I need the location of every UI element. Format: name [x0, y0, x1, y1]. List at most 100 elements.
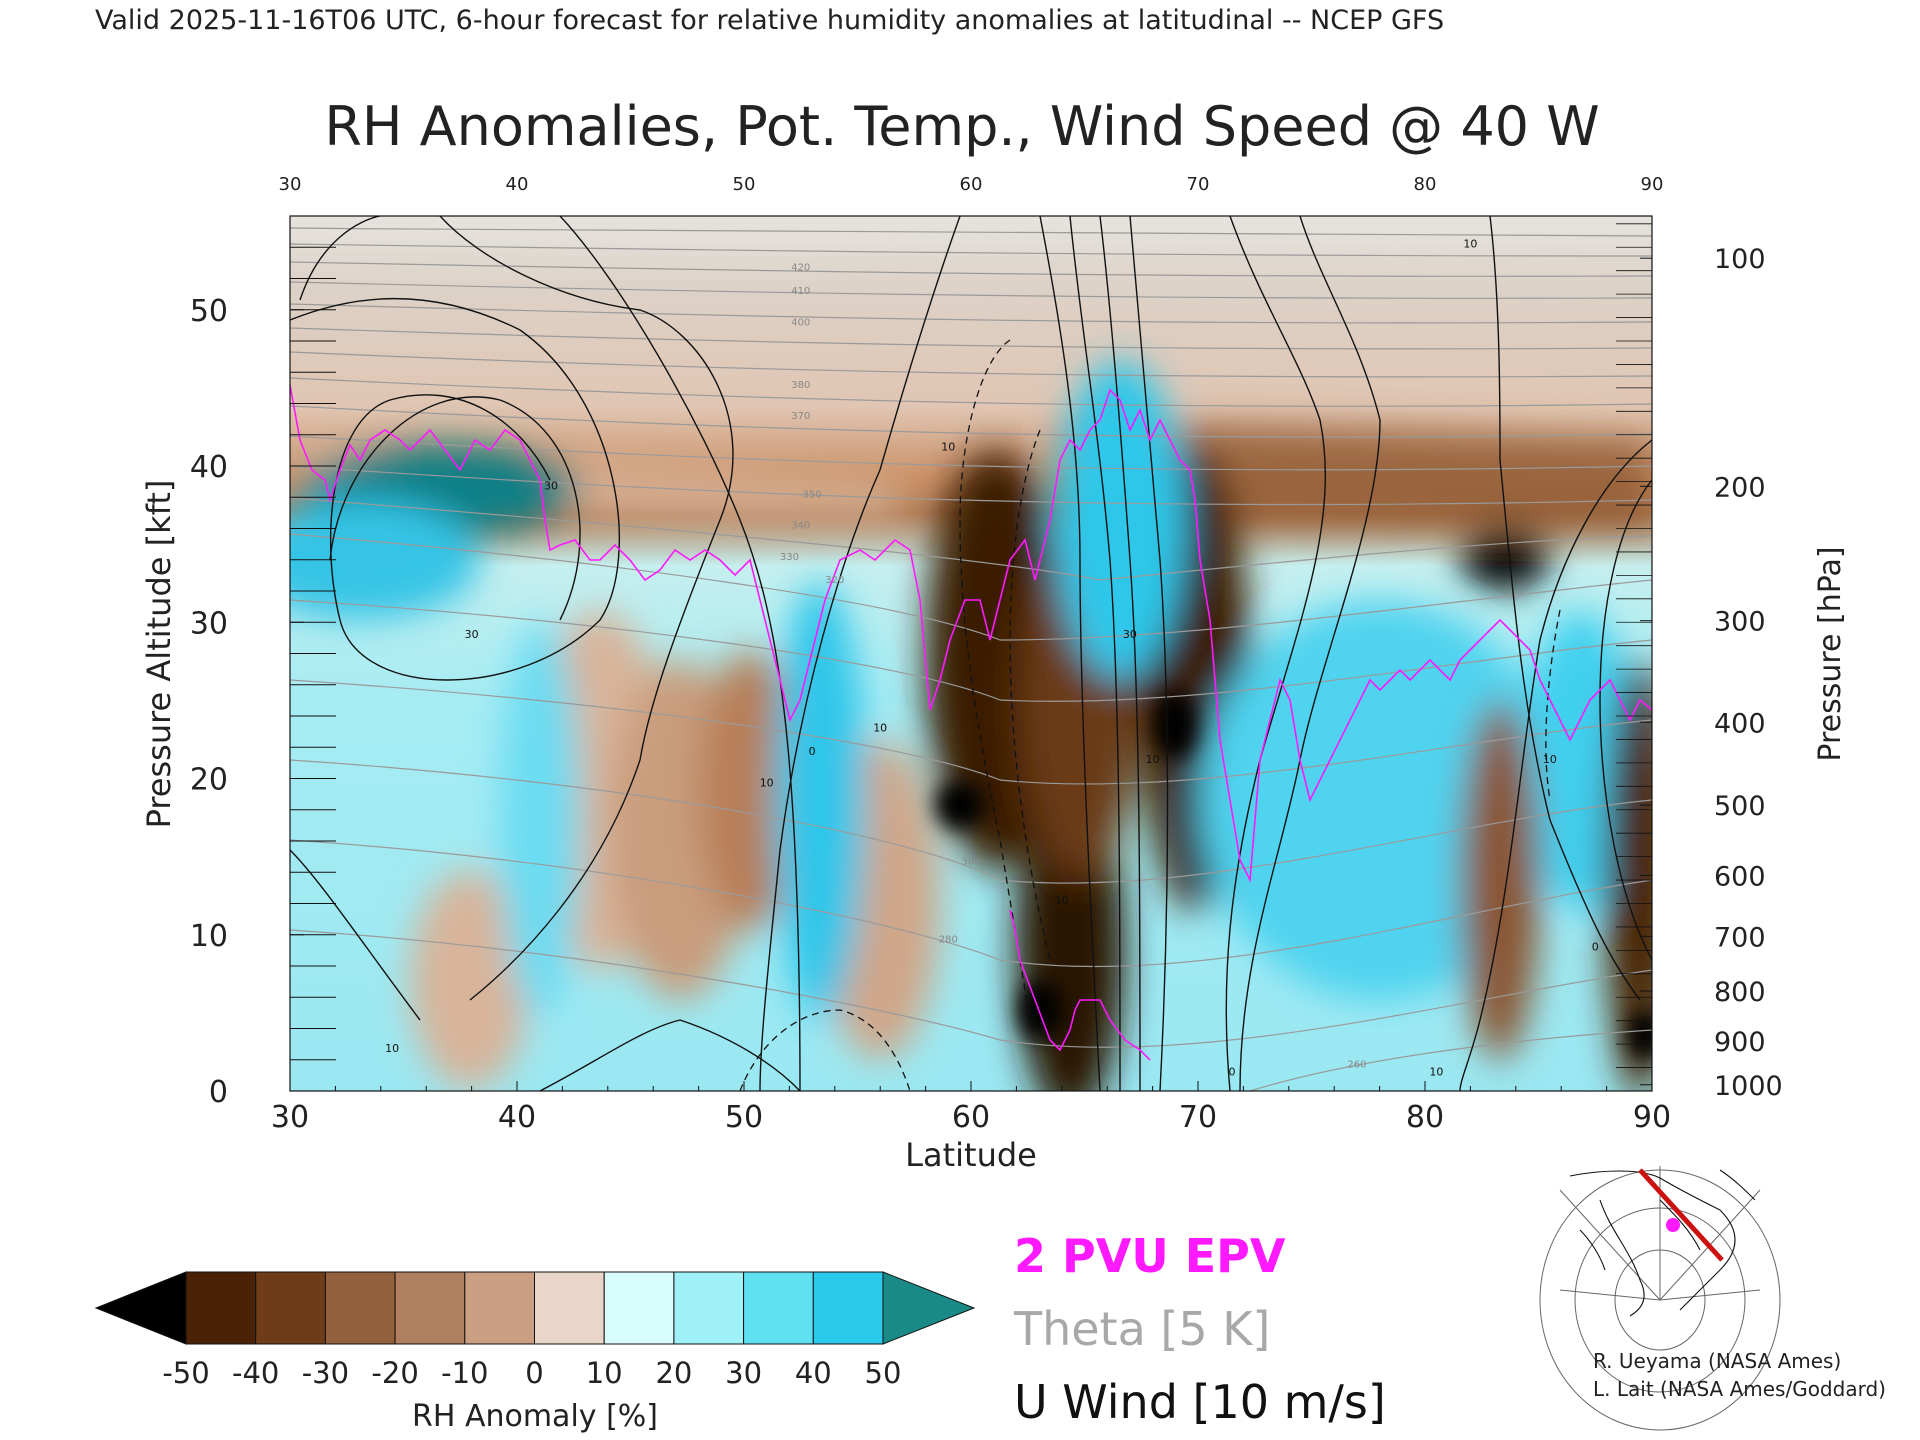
u-wind-contour [1459, 439, 1652, 1091]
u-wind-contour [1225, 216, 1326, 1091]
u-wind-contour-label: 10 [1055, 894, 1069, 907]
theta-contour-label: 400 [791, 317, 810, 328]
colorbar-segment [394, 1271, 466, 1345]
u-wind-contour [299, 216, 381, 301]
pressure-tick-label: 300 [1714, 607, 1766, 638]
x-tick-label: 80 [1406, 1100, 1444, 1135]
pressure-tick-label: 700 [1714, 922, 1766, 953]
x-top-tick-label: 70 [1187, 174, 1210, 195]
u-wind-contour-label: 30 [465, 628, 479, 641]
colorbar-tick-label: 40 [795, 1356, 832, 1390]
u-wind-contour [1039, 216, 1101, 1091]
theta-contour [290, 281, 1652, 299]
map-inset [1539, 1166, 1781, 1431]
u-wind-contour-label: 10 [1463, 237, 1477, 250]
u-wind-contour-label: 10 [1543, 753, 1557, 766]
y-tick-label: 20 [190, 763, 228, 798]
map-inset-section-line [1638, 1168, 1724, 1262]
u-wind-contours-negative [739, 339, 1561, 1091]
rh-moist-band-west [290, 500, 480, 620]
legend-uwind-label: U Wind [10 m/s] [1014, 1375, 1386, 1429]
theta-contour-label: 420 [791, 263, 810, 274]
pressure-tick-label: 1000 [1714, 1071, 1783, 1102]
theta-contour [290, 243, 1652, 257]
u-wind-contour-label: 10 [873, 722, 887, 735]
y-tick-label: 0 [209, 1075, 228, 1110]
colorbar-label: RH Anomaly [%] [412, 1399, 658, 1434]
theta-contour [290, 759, 1652, 884]
y-tick-label: 50 [190, 294, 228, 329]
theta-contour-label: 260 [1347, 1060, 1366, 1071]
colorbar-under-triangle [94, 1271, 187, 1345]
colorbar-segment [603, 1271, 675, 1345]
colorbar-segment [534, 1271, 605, 1345]
theta-contour [290, 929, 1652, 1048]
colorbar-tick-label: 20 [655, 1356, 692, 1390]
x-tick-label: 60 [952, 1100, 990, 1135]
y-tick-label: 10 [190, 919, 228, 954]
u-wind-contour-label: 30 [1123, 628, 1137, 641]
u-wind-contour [759, 216, 961, 1091]
legend-pvu-label: 2 PVU EPV [1014, 1229, 1286, 1283]
colorbar-tick-label: -30 [302, 1356, 349, 1390]
u-wind-contour [539, 1019, 801, 1091]
rh-dry-cell-4 [410, 870, 530, 1090]
x-tick-label: 40 [498, 1100, 536, 1135]
rh-anomaly-detail [935, 690, 1652, 1060]
colorbar-tick-label: 0 [525, 1356, 543, 1390]
u-wind-contour-label: 10 [385, 1042, 399, 1055]
theta-contour-label: 410 [791, 286, 810, 297]
x-top-tick-label: 60 [960, 174, 983, 195]
theta-contour [290, 599, 1652, 702]
u-wind-contour-negative [1009, 429, 1051, 961]
pressure-tick-label: 400 [1714, 708, 1766, 739]
rh-moist-jet-core [1055, 360, 1185, 680]
plot-area [290, 216, 1652, 1091]
colorbar-segment [255, 1271, 326, 1345]
rh-dry-east-col [1460, 700, 1540, 1060]
u-wind-contour-label: 10 [1429, 1065, 1443, 1078]
colorbar-tick-label: -10 [441, 1356, 488, 1390]
theta-contour [290, 405, 1652, 438]
x-top-tick-label: 80 [1414, 174, 1437, 195]
pressure-tick-label: 600 [1714, 861, 1766, 892]
rh-dry-spot-4 [1627, 1010, 1652, 1060]
credit-line-2: L. Lait (NASA Ames/Goddard) [1593, 1377, 1886, 1401]
u-wind-contour-label: 10 [941, 440, 955, 453]
theta-contour [290, 497, 1652, 581]
theta-contour [1249, 1029, 1652, 1091]
pressure-tick-label: 200 [1714, 472, 1766, 503]
rh-dry-east-cap [1460, 530, 1550, 590]
legend-theta-label: Theta [5 K] [1013, 1302, 1270, 1356]
contour-labels: 4204104003803703503403303203002802603030… [385, 237, 1599, 1078]
rh-moist-col-2 [500, 620, 580, 1020]
x-top-tick-label: 90 [1641, 174, 1664, 195]
theta-contour [290, 377, 1652, 407]
u-wind-contours [290, 216, 1652, 1091]
x-top-tick-label: 40 [506, 174, 529, 195]
u-wind-contour [1069, 216, 1121, 1091]
colorbar-segment [185, 1271, 257, 1345]
colorbar-over-triangle [882, 1271, 976, 1345]
u-wind-contour-label: 10 [760, 776, 774, 789]
rh-anomaly-field [290, 360, 1652, 1091]
colorbar-tick-label: 50 [865, 1356, 902, 1390]
colorbar-tick-label: 10 [586, 1356, 623, 1390]
theta-contour [290, 351, 1652, 378]
y-axis-title-left: Pressure Altitude [kft] [140, 480, 178, 829]
x-axis-title: Latitude [905, 1136, 1037, 1174]
u-wind-contour [329, 396, 581, 621]
u-wind-contour-negative [739, 1009, 911, 1091]
u-wind-contour [439, 216, 734, 1001]
theta-contour-label: 370 [791, 411, 810, 422]
pressure-tick-label: 900 [1714, 1027, 1766, 1058]
u-wind-contour-label: 10 [1146, 753, 1160, 766]
u-wind-contour-negative [1545, 609, 1561, 801]
x-top-tick-label: 30 [279, 174, 302, 195]
x-tick-label: 90 [1633, 1100, 1671, 1135]
u-wind-contour [1599, 479, 1652, 961]
colorbar-segment [743, 1271, 814, 1345]
theta-contour [290, 679, 1652, 785]
chart-title: RH Anomalies, Pot. Temp., Wind Speed @ 4… [324, 95, 1599, 158]
